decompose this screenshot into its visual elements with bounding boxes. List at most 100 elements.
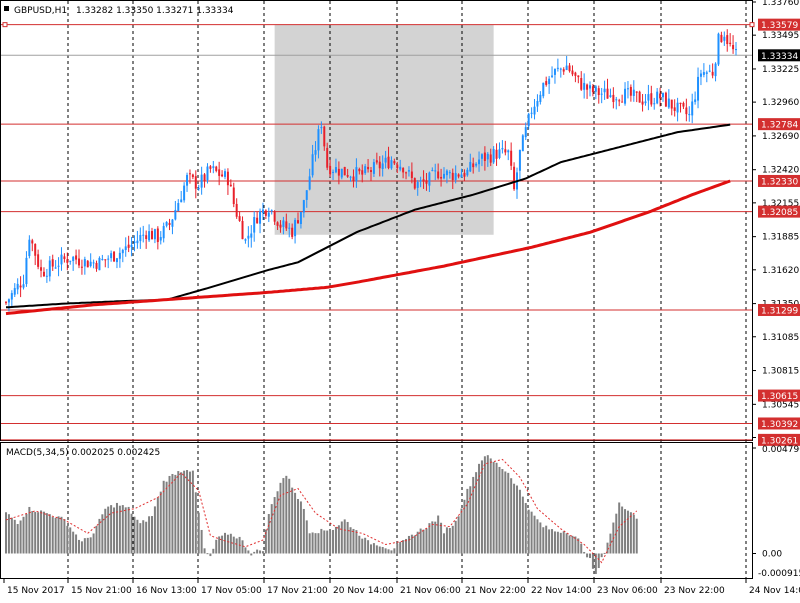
macd-histogram-bar bbox=[565, 533, 568, 554]
candle-body bbox=[276, 222, 279, 226]
candle-body bbox=[206, 166, 209, 181]
candle-body bbox=[241, 221, 244, 240]
macd-histogram-bar bbox=[624, 509, 627, 554]
candle-body bbox=[60, 254, 63, 265]
candle-body bbox=[615, 99, 618, 101]
time-axis-label: 15 Nov 2017 bbox=[7, 586, 65, 596]
macd-histogram-bar bbox=[305, 520, 308, 554]
macd-histogram-bar bbox=[445, 527, 448, 554]
price-tick-label: 1.32155 bbox=[762, 199, 799, 209]
level-price-tag bbox=[758, 18, 800, 31]
candle-body bbox=[387, 156, 390, 169]
level-price-label: 1.30615 bbox=[761, 392, 798, 402]
macd-histogram-bar bbox=[460, 508, 463, 554]
candle-body bbox=[25, 257, 28, 285]
candle-body bbox=[75, 255, 78, 260]
candle-body bbox=[536, 101, 539, 107]
macd-histogram-bar bbox=[451, 525, 454, 554]
macd-histogram-bar bbox=[7, 514, 10, 554]
macd-histogram-bar bbox=[191, 470, 194, 554]
candle-body bbox=[113, 251, 116, 262]
macd-histogram-bar bbox=[352, 528, 355, 554]
candle-body bbox=[451, 172, 454, 180]
macd-histogram-bar bbox=[264, 529, 267, 554]
candle-body bbox=[545, 81, 548, 85]
macd-histogram-bar bbox=[580, 543, 583, 554]
macd-histogram-bar bbox=[19, 520, 22, 554]
candle-body bbox=[530, 112, 533, 114]
macd-histogram-bar bbox=[28, 506, 31, 554]
symbol-timeframe-label: GBPUSD,H1 bbox=[14, 6, 67, 16]
macd-histogram-bar bbox=[559, 532, 562, 554]
candle-body bbox=[349, 176, 352, 178]
candle-body bbox=[457, 174, 460, 177]
level-price-tag bbox=[758, 118, 800, 131]
candle-body bbox=[513, 166, 516, 190]
macd-histogram-bar bbox=[221, 535, 224, 554]
candle-body bbox=[393, 161, 396, 164]
candle-body bbox=[19, 285, 22, 288]
macd-histogram-bar bbox=[480, 460, 483, 554]
time-axis-label: 17 Nov 21:00 bbox=[267, 586, 328, 596]
macd-histogram-bar bbox=[130, 513, 133, 554]
candle-body bbox=[107, 258, 110, 260]
candle-body bbox=[647, 94, 650, 101]
macd-histogram-bar bbox=[615, 513, 618, 554]
candle-body bbox=[591, 86, 594, 93]
candle-body bbox=[174, 209, 177, 220]
macd-histogram-bar bbox=[539, 522, 542, 554]
macd-histogram-bar bbox=[586, 553, 589, 558]
macd-histogram-bar bbox=[224, 532, 226, 554]
macd-histogram-bar bbox=[370, 544, 372, 554]
candle-body bbox=[232, 187, 235, 205]
candle-body bbox=[480, 154, 483, 159]
candle-body bbox=[334, 167, 337, 173]
candle-body bbox=[399, 166, 402, 170]
macd-histogram-group bbox=[5, 455, 638, 574]
candle-body bbox=[63, 256, 66, 259]
level-price-label: 1.33579 bbox=[761, 21, 798, 31]
macd-histogram-bar bbox=[556, 531, 559, 554]
candle-body bbox=[708, 70, 711, 72]
macd-histogram-bar bbox=[498, 466, 501, 554]
candle-body bbox=[568, 65, 571, 72]
time-axis-label: 17 Nov 05:00 bbox=[201, 586, 262, 596]
candle-body bbox=[209, 166, 212, 169]
macd-histogram-bar bbox=[428, 523, 431, 554]
candle-body bbox=[7, 299, 10, 303]
macd-histogram-bar bbox=[206, 553, 209, 555]
macd-histogram-bar bbox=[78, 539, 80, 554]
macd-histogram-bar bbox=[364, 537, 367, 554]
candle-body bbox=[559, 68, 562, 70]
candle-body bbox=[428, 172, 431, 186]
candle-body bbox=[151, 231, 153, 240]
candle-body bbox=[279, 224, 282, 228]
candle-body bbox=[402, 168, 405, 173]
macd-histogram-bar bbox=[186, 470, 189, 554]
candle-body bbox=[89, 261, 92, 267]
candle-body bbox=[413, 178, 416, 189]
candle-body bbox=[142, 234, 145, 236]
candle-body bbox=[314, 150, 317, 155]
macd-zero-value: 0.00 bbox=[762, 549, 782, 559]
candle-body bbox=[118, 252, 121, 259]
macd-histogram-bar bbox=[533, 515, 536, 554]
candle-body bbox=[326, 147, 329, 168]
macd-histogram-bar bbox=[45, 513, 48, 554]
candle-body bbox=[83, 259, 86, 267]
candle-body bbox=[98, 257, 101, 271]
candle-body bbox=[565, 65, 568, 71]
candle-body bbox=[597, 88, 600, 96]
time-axis-label: 21 Nov 22:00 bbox=[465, 586, 526, 596]
macd-histogram-bar bbox=[332, 529, 335, 554]
candle-body bbox=[250, 233, 253, 238]
level-price-label: 1.30392 bbox=[761, 420, 798, 430]
macd-histogram-bar bbox=[440, 522, 443, 554]
candle-body bbox=[212, 166, 215, 168]
macd-histogram-bar bbox=[317, 533, 320, 554]
candle-body bbox=[110, 253, 113, 259]
macd-histogram-bar bbox=[524, 503, 527, 554]
candle-body bbox=[375, 160, 378, 163]
